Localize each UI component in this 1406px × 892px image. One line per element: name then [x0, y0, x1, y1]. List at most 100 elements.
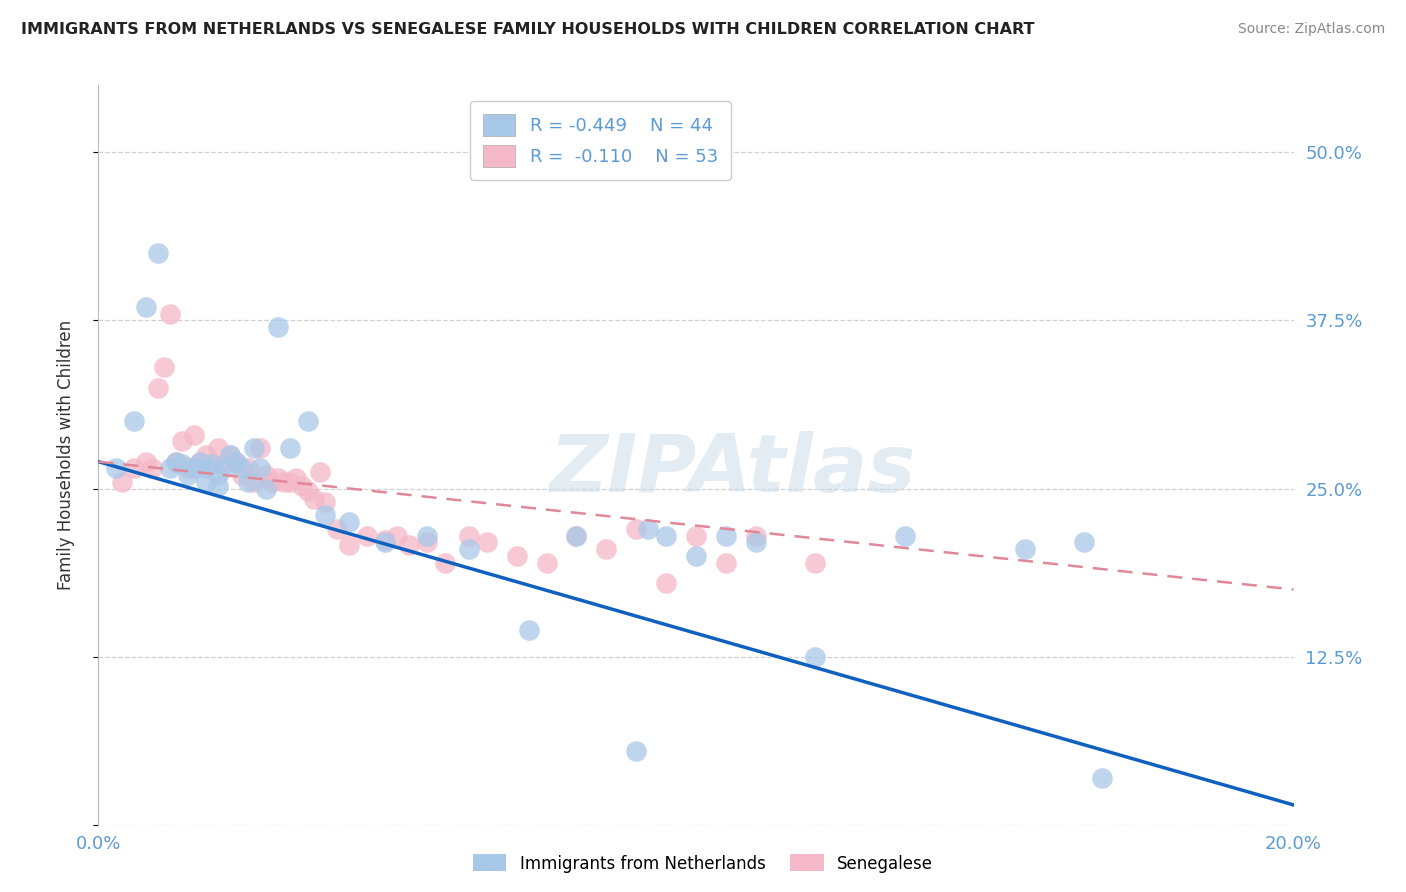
- Point: [243, 475, 266, 489]
- Text: IMMIGRANTS FROM NETHERLANDS VS SENEGALESE FAMILY HOUSEHOLDS WITH CHILDREN CORREL: IMMIGRANTS FROM NETHERLANDS VS SENEGALES…: [21, 22, 1035, 37]
- Point: [249, 461, 271, 475]
- Point: [278, 475, 301, 489]
- Point: [374, 533, 396, 547]
- Point: [219, 448, 242, 462]
- Point: [315, 508, 337, 523]
- Point: [565, 529, 588, 543]
- Point: [894, 529, 917, 543]
- Point: [517, 623, 540, 637]
- Point: [626, 522, 648, 536]
- Point: [565, 529, 588, 543]
- Point: [231, 461, 253, 475]
- Point: [745, 535, 768, 549]
- Point: [195, 461, 218, 475]
- Point: [267, 320, 290, 334]
- Point: [273, 475, 295, 489]
- Point: [148, 381, 170, 395]
- Point: [339, 515, 361, 529]
- Point: [416, 529, 439, 543]
- Y-axis label: Family Households with Children: Family Households with Children: [56, 320, 75, 590]
- Point: [243, 441, 266, 455]
- Point: [236, 461, 259, 475]
- Point: [398, 538, 420, 552]
- Point: [195, 475, 218, 489]
- Point: [188, 455, 211, 469]
- Point: [278, 441, 301, 455]
- Point: [124, 461, 146, 475]
- Point: [201, 458, 224, 472]
- Point: [165, 455, 187, 469]
- Point: [135, 455, 157, 469]
- Point: [685, 549, 707, 563]
- Point: [339, 538, 361, 552]
- Point: [225, 455, 247, 469]
- Point: [207, 479, 229, 493]
- Point: [1073, 535, 1095, 549]
- Point: [356, 529, 378, 543]
- Point: [249, 441, 271, 455]
- Point: [159, 461, 181, 475]
- Point: [458, 542, 481, 557]
- Point: [236, 475, 259, 489]
- Point: [685, 529, 707, 543]
- Point: [1091, 771, 1114, 785]
- Point: [637, 522, 659, 536]
- Point: [254, 482, 277, 496]
- Point: [260, 475, 283, 489]
- Point: [326, 522, 349, 536]
- Point: [308, 466, 330, 480]
- Point: [135, 300, 157, 314]
- Point: [385, 529, 409, 543]
- Point: [1014, 542, 1036, 557]
- Point: [165, 455, 187, 469]
- Point: [231, 468, 253, 483]
- Point: [207, 441, 229, 455]
- Point: [374, 535, 396, 549]
- Legend: Immigrants from Netherlands, Senegalese: Immigrants from Netherlands, Senegalese: [467, 847, 939, 880]
- Point: [434, 556, 457, 570]
- Point: [506, 549, 529, 563]
- Point: [207, 468, 229, 483]
- Point: [595, 542, 617, 557]
- Point: [297, 484, 319, 499]
- Text: Source: ZipAtlas.com: Source: ZipAtlas.com: [1237, 22, 1385, 37]
- Point: [183, 427, 205, 442]
- Point: [172, 458, 194, 472]
- Legend: R = -0.449    N = 44, R =  -0.110    N = 53: R = -0.449 N = 44, R = -0.110 N = 53: [470, 101, 731, 179]
- Point: [714, 529, 737, 543]
- Point: [655, 575, 678, 590]
- Point: [124, 414, 146, 428]
- Point: [626, 744, 648, 758]
- Point: [297, 414, 319, 428]
- Point: [201, 458, 224, 472]
- Point: [111, 475, 134, 489]
- Point: [188, 455, 211, 469]
- Point: [148, 246, 170, 260]
- Point: [141, 461, 163, 475]
- Point: [219, 448, 242, 462]
- Point: [458, 529, 481, 543]
- Point: [225, 455, 247, 469]
- Point: [536, 556, 558, 570]
- Point: [172, 434, 194, 449]
- Point: [475, 535, 498, 549]
- Point: [105, 461, 128, 475]
- Point: [159, 307, 181, 321]
- Point: [153, 360, 176, 375]
- Point: [804, 649, 827, 664]
- Point: [195, 448, 218, 462]
- Point: [291, 479, 314, 493]
- Point: [714, 556, 737, 570]
- Point: [183, 461, 205, 475]
- Point: [177, 468, 200, 483]
- Point: [745, 529, 768, 543]
- Text: ZIPAtlas: ZIPAtlas: [548, 431, 915, 508]
- Point: [284, 471, 307, 485]
- Point: [177, 461, 200, 475]
- Point: [315, 495, 337, 509]
- Point: [416, 535, 439, 549]
- Point: [254, 468, 277, 483]
- Point: [212, 461, 235, 475]
- Point: [655, 529, 678, 543]
- Point: [267, 471, 290, 485]
